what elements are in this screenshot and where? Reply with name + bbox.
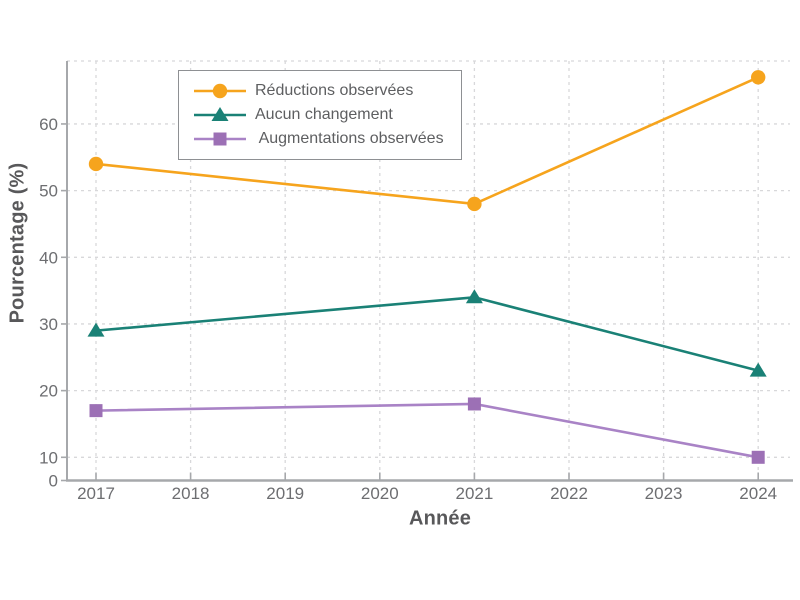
series-square: [89, 397, 765, 464]
data-point: [465, 289, 483, 304]
y-tick-label: 30: [39, 315, 58, 334]
data-point: [87, 322, 105, 337]
legend-item: Aucun changement: [179, 103, 461, 127]
data-point: [467, 196, 482, 212]
legend-label: Augmentations observées: [255, 130, 444, 147]
legend-label: Aucun changement: [255, 106, 393, 123]
series-line: [94, 402, 760, 459]
x-tick-label: 2018: [172, 484, 210, 503]
square-marker-icon: [194, 132, 246, 146]
series-line: [94, 295, 760, 372]
y-tick-label: 40: [39, 248, 58, 267]
data-point: [89, 404, 103, 418]
x-tick-label: 2021: [455, 484, 493, 503]
x-tick-label: 2023: [645, 484, 683, 503]
data-point: [751, 70, 766, 85]
legend: Réductions observées Aucun changement Au…: [178, 70, 462, 160]
data-point: [88, 156, 104, 172]
triangle-marker-icon: [194, 107, 246, 121]
x-tick-label: 2020: [361, 484, 399, 503]
data-point: [211, 107, 229, 121]
circle-marker-icon: [194, 83, 246, 99]
y-tick-label: 50: [39, 182, 58, 201]
y-axis-title: Pourcentage (%): [6, 162, 29, 324]
legend-item: Réductions observées: [179, 79, 461, 103]
data-point: [467, 397, 481, 411]
data-point: [749, 362, 767, 377]
y-tick-label: 60: [39, 115, 58, 134]
x-tick-label: 2024: [739, 484, 777, 503]
x-tick-label: 2019: [266, 484, 304, 503]
x-tick-label: 2022: [550, 484, 588, 503]
series-circle: [88, 70, 766, 212]
y-tick-label: 0: [49, 472, 58, 491]
x-tick-label: 2017: [77, 484, 115, 503]
legend-item: Augmentations observées: [179, 127, 461, 151]
data-point: [751, 450, 765, 464]
y-tick-label: 10: [39, 448, 58, 467]
y-tick-label: 20: [39, 382, 58, 401]
series-triangle: [87, 289, 767, 377]
legend-label: Réductions observées: [255, 82, 414, 99]
x-axis-title: Année: [408, 507, 472, 530]
data-point: [212, 83, 228, 99]
data-point: [213, 132, 227, 146]
